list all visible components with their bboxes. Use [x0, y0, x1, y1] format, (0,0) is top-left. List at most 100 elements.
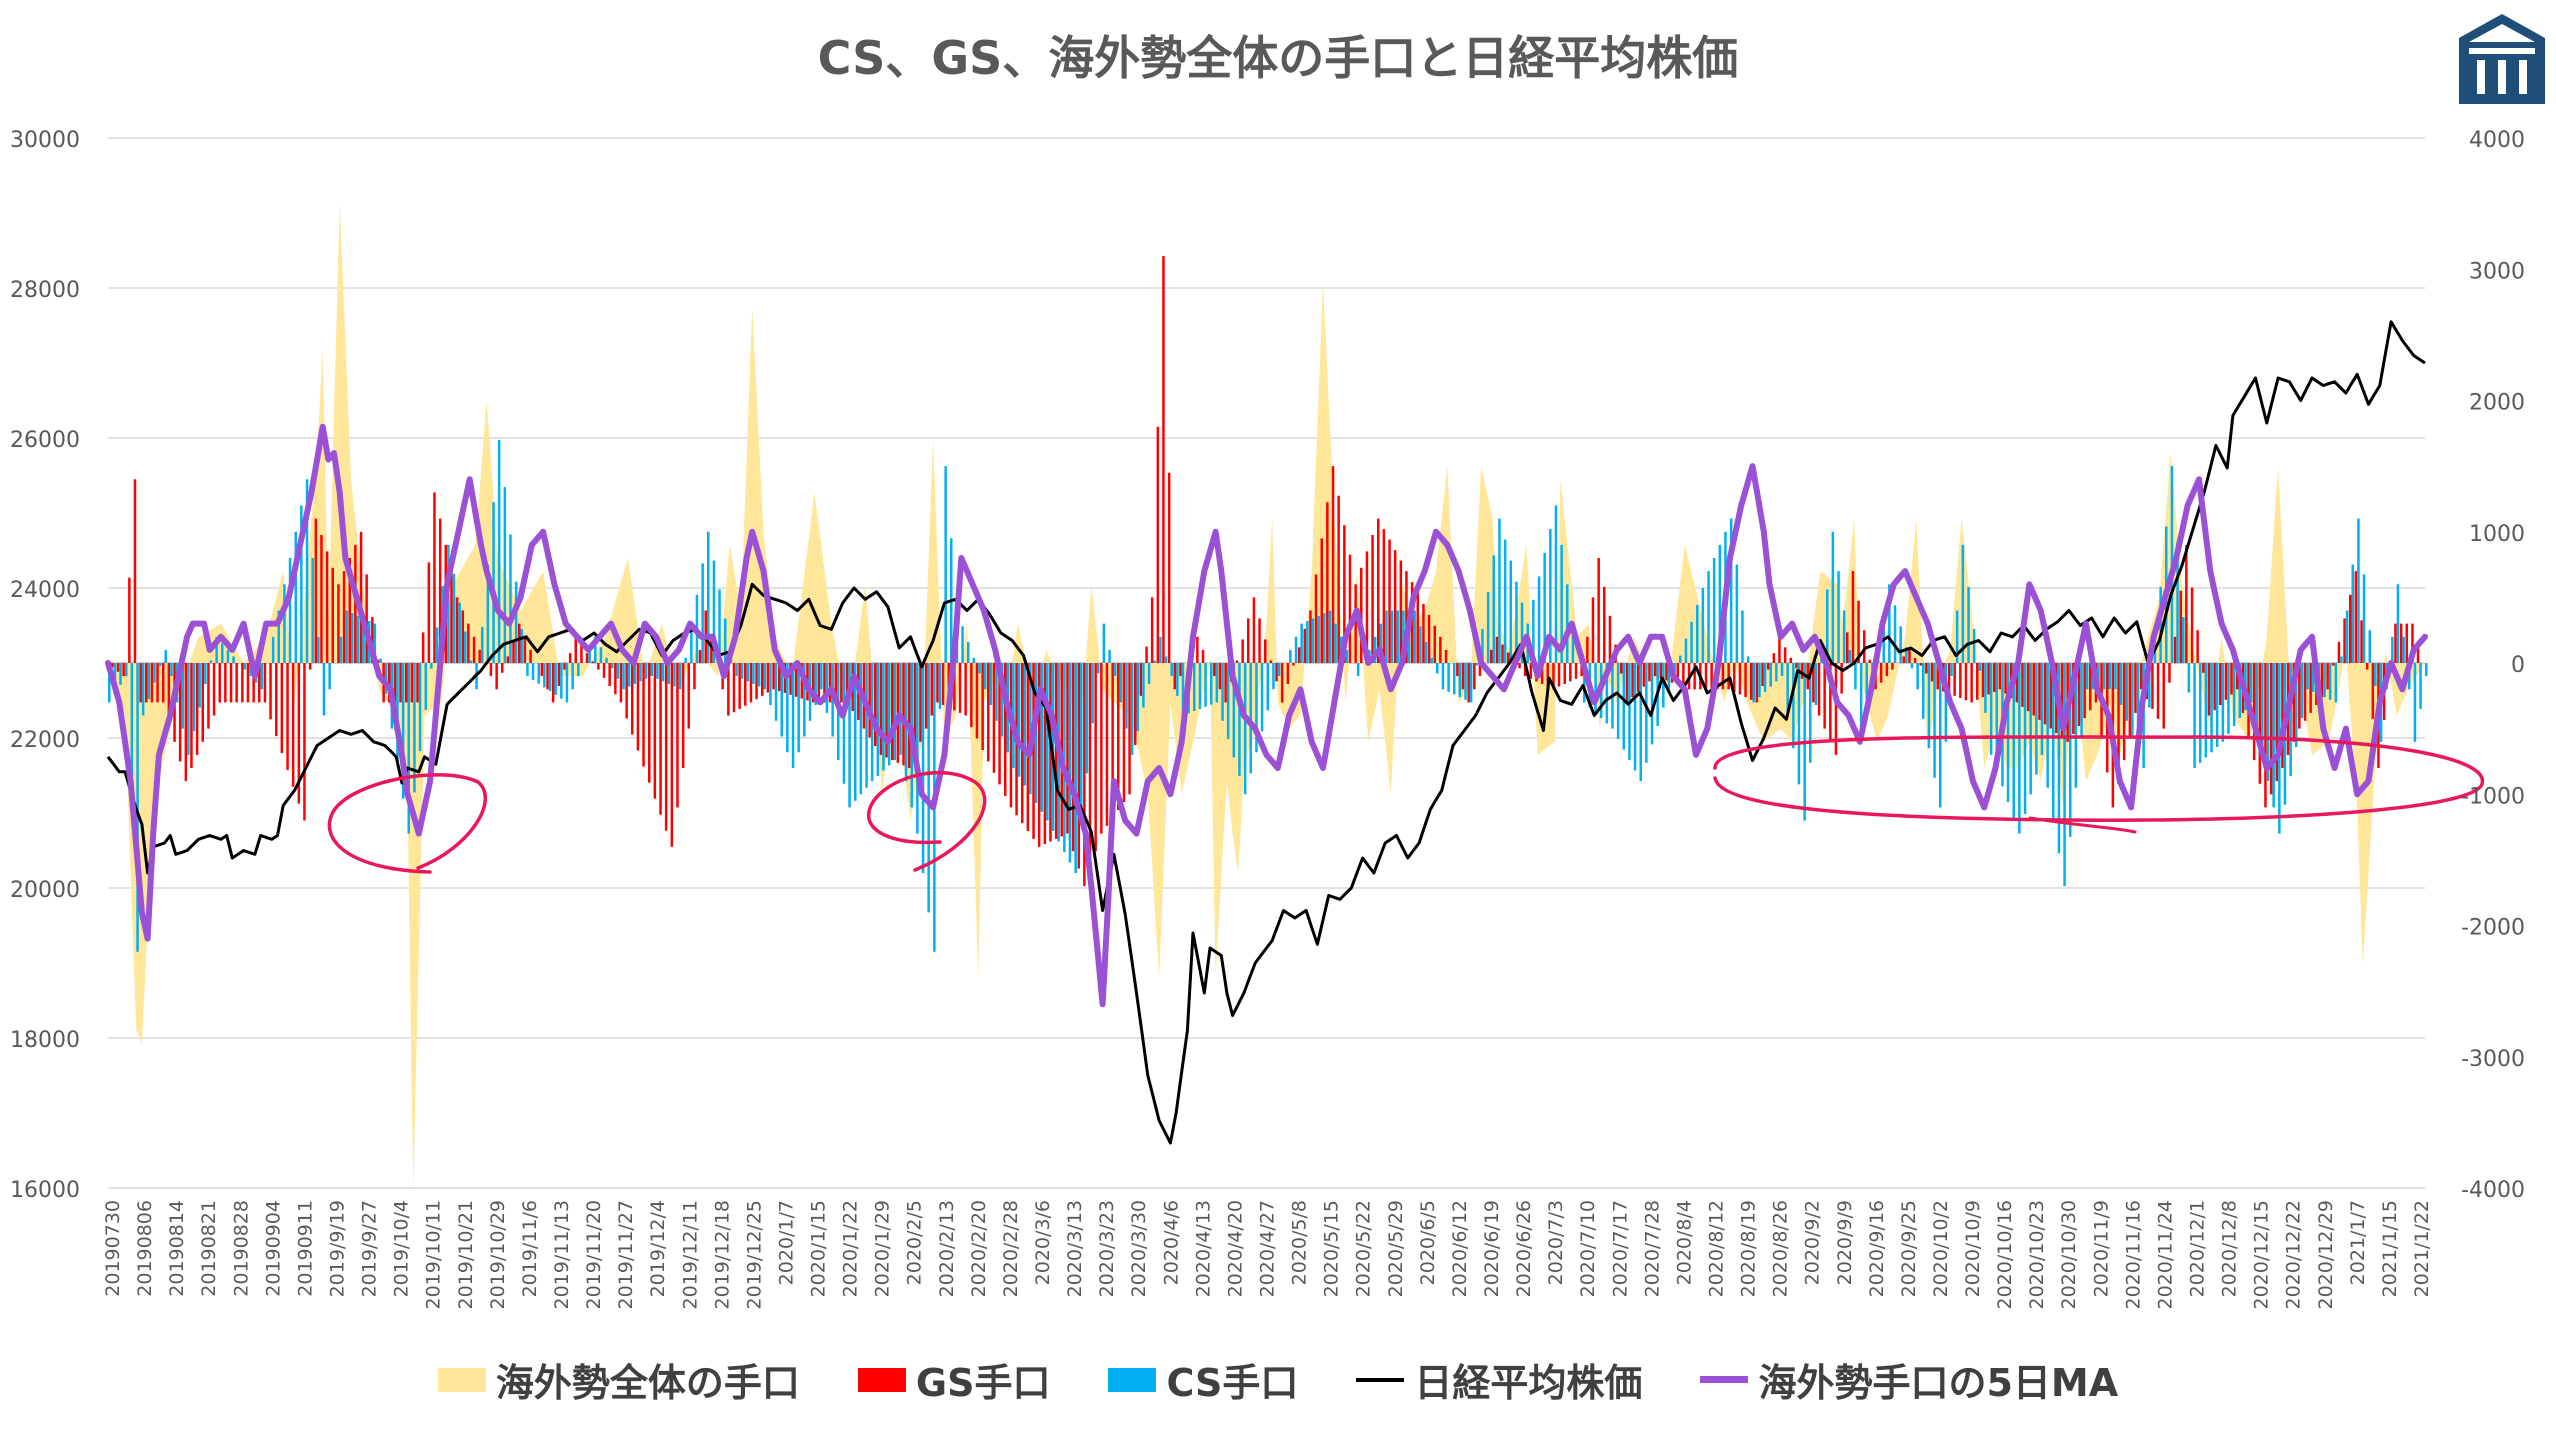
- gs-bar: [1919, 663, 1922, 666]
- cs-bar: [1017, 663, 1021, 777]
- cs-bar: [865, 663, 868, 788]
- right-axis-tick-label: 4000: [2469, 128, 2525, 153]
- gs-bar: [1128, 663, 1131, 795]
- gs-bar: [2405, 623, 2408, 663]
- cs-bar: [452, 573, 456, 664]
- gs-bar: [546, 663, 549, 690]
- cs-bar: [1164, 656, 1168, 663]
- cs-bar: [2108, 663, 2111, 690]
- cs-bar: [1684, 638, 1688, 663]
- gs-bar: [823, 663, 826, 703]
- gs-bar: [150, 663, 154, 703]
- gs-bar: [2151, 663, 2154, 709]
- gs-bar: [1100, 663, 1103, 834]
- gs-bar: [1490, 649, 1493, 663]
- gs-bar: [489, 663, 493, 677]
- cs-bar: [2300, 663, 2304, 719]
- gs-bar: [438, 518, 442, 663]
- gs-bar: [755, 663, 758, 700]
- gs-bar: [749, 663, 753, 703]
- gs-bar: [1840, 663, 1843, 694]
- gs-bar: [1365, 551, 1369, 663]
- gs-bar: [1552, 663, 1555, 690]
- cs-bar: [1215, 663, 1219, 703]
- gs-bar: [1224, 663, 1227, 703]
- gs-bar: [405, 663, 408, 703]
- gs-bar: [1829, 663, 1832, 742]
- cs-bar: [588, 649, 591, 663]
- x-axis-tick-label: 2020/7/10: [1577, 1200, 1599, 1297]
- gs-bar: [1444, 649, 1448, 663]
- cs-bar: [531, 663, 535, 680]
- right-axis-tick-label: -3000: [2461, 1047, 2525, 1072]
- cs-bar: [2413, 663, 2417, 742]
- cs-bar: [1893, 605, 1897, 664]
- legend-item-nikkei: 日経平均株価: [1356, 1352, 1642, 1407]
- gs-bar: [1721, 663, 1725, 690]
- cs-bar: [967, 642, 970, 663]
- cs-bar: [605, 657, 608, 664]
- gs-bar: [1009, 663, 1013, 808]
- gs-bar: [1105, 663, 1109, 826]
- cs-bar: [1543, 552, 1546, 664]
- cs-bar: [921, 663, 925, 873]
- cs-bar: [317, 636, 320, 664]
- gs-bar: [778, 663, 781, 692]
- gs-bar: [399, 663, 402, 703]
- cs-bar: [1532, 600, 1535, 663]
- x-axis-tick-label: 2020/7/3: [1545, 1200, 1567, 1285]
- cs-bar: [2328, 663, 2332, 700]
- gs-bar: [1789, 657, 1792, 664]
- cs-bar: [1865, 663, 1868, 700]
- gs-bar: [2168, 663, 2171, 683]
- cs-bar: [1238, 663, 1241, 776]
- gs-bar: [1117, 663, 1120, 810]
- cs-bar: [1034, 663, 1038, 803]
- gs-bar: [235, 663, 238, 703]
- cs-bar: [1967, 586, 1970, 663]
- cs-bar: [1356, 663, 1360, 677]
- cs-bar: [1792, 663, 1795, 749]
- x-axis-tick-label: 2019/11/13: [551, 1200, 573, 1310]
- gs-bar: [1173, 663, 1176, 690]
- gs-bar: [1354, 584, 1357, 664]
- cs-bar: [983, 663, 987, 690]
- x-axis-tick-label: 2020/6/26: [1513, 1200, 1535, 1297]
- left-axis-tick-label: 18000: [10, 1028, 80, 1053]
- cs-bar: [1176, 663, 1179, 696]
- gs-bar: [1066, 663, 1069, 834]
- cs-bar: [130, 663, 134, 814]
- gs-bar: [2416, 643, 2420, 663]
- cs-bar: [1927, 663, 1931, 749]
- gs-bar: [162, 663, 165, 703]
- gs-bar: [902, 663, 905, 766]
- cs-bar: [2052, 663, 2055, 821]
- cs-bar: [492, 502, 495, 663]
- cs-bar: [1780, 663, 1784, 677]
- cs-bar: [1136, 663, 1139, 732]
- x-axis-tick-label: 2020/9/25: [1898, 1200, 1920, 1297]
- cs-bar: [1775, 663, 1778, 682]
- gs-bar: [1179, 663, 1182, 677]
- cs-bar: [1746, 656, 1750, 663]
- gs-bar: [1275, 663, 1278, 682]
- x-axis-tick-label: 2020/7/17: [1609, 1200, 1631, 1297]
- gs-bar: [1427, 614, 1431, 663]
- annotation-circle-2019-oct: [327, 773, 487, 874]
- gs-bar: [727, 663, 730, 716]
- legend-swatch-cs: [1108, 1367, 1157, 1392]
- right-axis-tick-label: 3000: [2469, 259, 2525, 284]
- gs-bar: [891, 663, 894, 761]
- gs-bar: [2371, 663, 2375, 719]
- right-axis-tick-label: 2000: [2469, 391, 2525, 416]
- cs-bar: [842, 663, 846, 784]
- cs-bar: [927, 663, 930, 913]
- cs-bar: [1402, 610, 1405, 663]
- gs-bar: [1733, 663, 1736, 692]
- cs-bar: [735, 663, 738, 677]
- cs-bar: [1696, 604, 1699, 663]
- x-axis-tick-label: 2019/9/19: [326, 1200, 348, 1297]
- x-axis-tick-label: 20190911: [294, 1200, 316, 1297]
- gs-bar: [1761, 663, 1764, 686]
- cs-bar: [2255, 663, 2258, 729]
